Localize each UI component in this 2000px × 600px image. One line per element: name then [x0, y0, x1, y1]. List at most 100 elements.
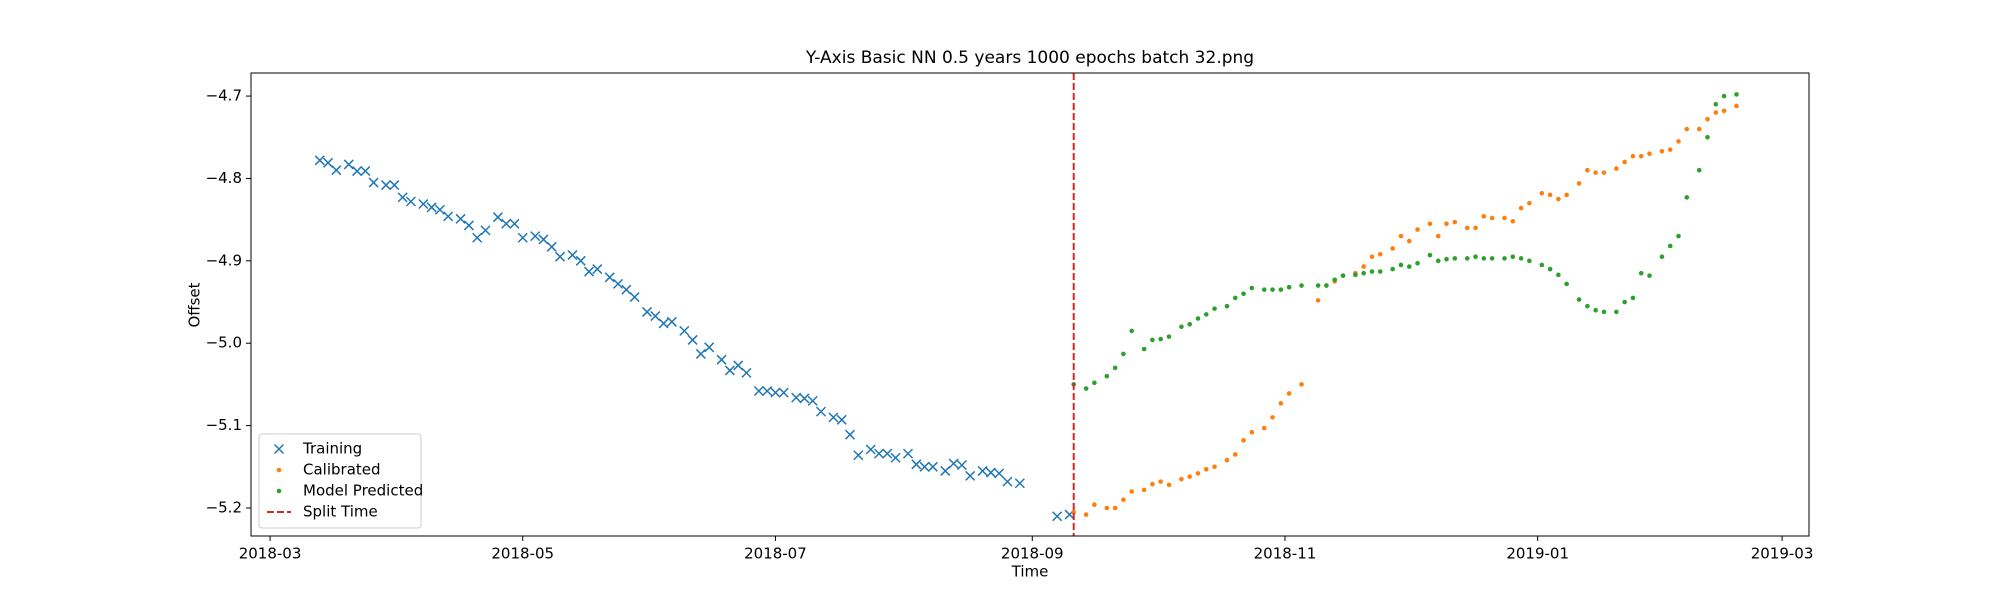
- point: [1377, 251, 1383, 257]
- point: [927, 461, 938, 472]
- point: [1518, 256, 1524, 261]
- point: [1427, 252, 1433, 258]
- point: [1659, 254, 1665, 260]
- point: [956, 460, 967, 471]
- point: [1150, 337, 1155, 343]
- point: [1547, 266, 1553, 272]
- point: [509, 218, 520, 229]
- point: [621, 284, 632, 295]
- point: [1390, 246, 1395, 251]
- point: [1489, 256, 1495, 261]
- point: [1647, 273, 1652, 278]
- point: [977, 465, 988, 476]
- point: [1638, 270, 1644, 276]
- point: [1121, 497, 1126, 503]
- point: [1286, 284, 1292, 290]
- point: [1324, 283, 1329, 288]
- point: [389, 180, 400, 191]
- point: [911, 459, 922, 470]
- point: [985, 467, 996, 478]
- point: [1713, 110, 1719, 115]
- point: [666, 316, 677, 327]
- point: [1556, 196, 1561, 202]
- chart-title: Y-Axis Basic NN 0.5 years 1000 epochs ba…: [805, 48, 1254, 68]
- point: [815, 406, 827, 417]
- point: [1721, 108, 1727, 114]
- point: [1121, 351, 1126, 357]
- point: [434, 204, 445, 215]
- point: [770, 387, 781, 398]
- point: [1667, 147, 1673, 152]
- point: [1232, 452, 1238, 457]
- legend-box: [258, 433, 422, 529]
- point: [1510, 254, 1516, 260]
- point: [1614, 309, 1619, 315]
- point: [1684, 195, 1690, 200]
- point: [381, 180, 392, 191]
- point: [1427, 221, 1433, 227]
- point: [1705, 134, 1710, 140]
- point: [331, 165, 342, 176]
- point: [1415, 261, 1420, 266]
- point: [1415, 227, 1420, 232]
- point: [1071, 509, 1077, 515]
- point: [1464, 256, 1470, 261]
- x-tick-label: 2019-03: [1751, 545, 1814, 563]
- point: [1261, 425, 1267, 431]
- point: [1622, 299, 1627, 305]
- point: [368, 177, 379, 188]
- point: [1527, 258, 1532, 264]
- point: [679, 325, 690, 336]
- point: [853, 450, 864, 461]
- point: [1083, 386, 1089, 391]
- point: [873, 448, 885, 459]
- point: [1141, 487, 1147, 493]
- legend-label: Training: [302, 440, 362, 458]
- point: [1398, 233, 1404, 239]
- point: [1270, 287, 1275, 292]
- point: [1676, 233, 1681, 239]
- x-tick-label: 2018-03: [239, 545, 302, 563]
- x-tick-label: 2018-07: [744, 545, 807, 563]
- point: [994, 468, 1005, 479]
- point: [940, 465, 951, 476]
- point: [604, 272, 615, 283]
- point: [1286, 391, 1292, 396]
- point: [397, 192, 408, 203]
- point: [1452, 219, 1458, 225]
- point: [1369, 254, 1375, 260]
- point: [1473, 254, 1478, 260]
- point: [1659, 148, 1665, 154]
- point: [612, 278, 624, 289]
- point: [575, 255, 586, 266]
- point: [1547, 192, 1553, 198]
- point: [1212, 306, 1217, 311]
- point: [1502, 256, 1507, 261]
- point: [836, 414, 847, 425]
- point: [1361, 270, 1366, 276]
- point: [323, 157, 334, 168]
- point: [1464, 225, 1470, 231]
- point: [1406, 238, 1412, 244]
- x-tick-label: 2018-09: [1001, 545, 1064, 563]
- point: [1129, 328, 1134, 334]
- point: [1593, 307, 1598, 313]
- point: [352, 166, 363, 177]
- point: [1361, 264, 1366, 269]
- point: [1713, 102, 1719, 107]
- y-tick-label: −4.8: [206, 169, 242, 187]
- point: [1585, 303, 1590, 309]
- point: [555, 251, 566, 262]
- point: [1481, 256, 1487, 261]
- point: [1158, 479, 1163, 484]
- point: [1510, 218, 1516, 224]
- y-axis-label: Offset: [186, 282, 204, 327]
- point: [641, 306, 653, 317]
- point: [1518, 205, 1524, 211]
- point: [1332, 277, 1337, 283]
- point: [1444, 221, 1449, 227]
- point: [1676, 139, 1681, 144]
- point: [1696, 167, 1702, 173]
- point: [1014, 478, 1025, 489]
- point: [1734, 103, 1739, 109]
